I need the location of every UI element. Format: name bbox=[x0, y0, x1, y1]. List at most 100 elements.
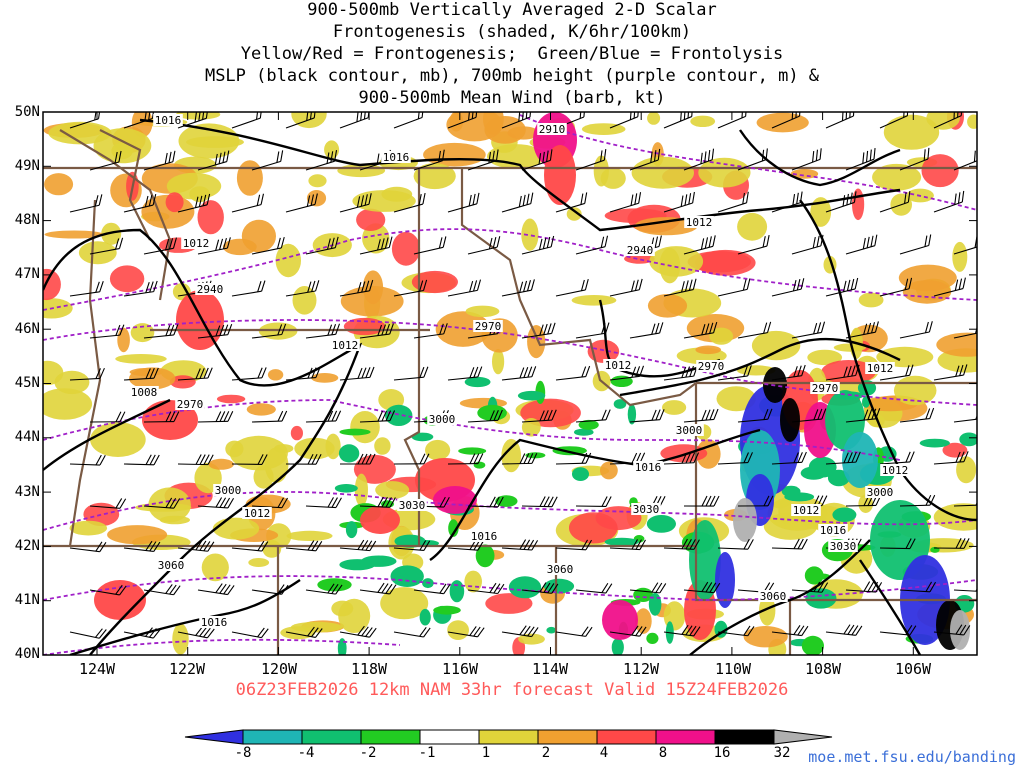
barb-feather bbox=[846, 193, 849, 206]
barb-shaft bbox=[447, 116, 477, 129]
barb-feather bbox=[169, 584, 177, 595]
barb-feather bbox=[145, 281, 150, 293]
lon-label: 112W bbox=[622, 660, 660, 678]
barb-feather bbox=[277, 410, 284, 422]
barb-feather bbox=[365, 367, 371, 378]
barb-feather bbox=[115, 411, 122, 423]
barb-feather bbox=[962, 277, 966, 289]
barb-shaft bbox=[305, 333, 336, 339]
contour-label: 1012 bbox=[867, 362, 894, 375]
wind-barb bbox=[555, 539, 593, 551]
barb-feather bbox=[523, 625, 531, 636]
barb-feather bbox=[145, 454, 152, 465]
barb-feather bbox=[963, 451, 969, 462]
barb-feather bbox=[869, 149, 872, 161]
wind-barb bbox=[771, 451, 807, 465]
barb-shaft bbox=[467, 160, 497, 171]
barb-shaft bbox=[393, 117, 423, 129]
barb-shaft bbox=[953, 504, 977, 507]
wind-barb bbox=[791, 148, 822, 171]
wind-barb bbox=[575, 322, 610, 339]
barb-feather bbox=[852, 112, 855, 117]
barb-shaft bbox=[501, 203, 531, 213]
barb-shaft bbox=[501, 116, 531, 129]
barb-shaft bbox=[251, 505, 282, 509]
barb-feather bbox=[199, 454, 206, 465]
barb-shaft bbox=[393, 547, 424, 551]
barb-shaft bbox=[555, 202, 585, 213]
lon-label: 108W bbox=[804, 660, 842, 678]
shade-patch bbox=[587, 339, 620, 363]
shade-patch bbox=[449, 580, 465, 603]
wind-barb bbox=[879, 451, 915, 465]
barb-feather bbox=[873, 148, 876, 160]
barb-feather bbox=[639, 626, 647, 637]
barb-shaft bbox=[791, 158, 821, 171]
wind-barb bbox=[305, 583, 343, 595]
shade-patch bbox=[936, 332, 977, 357]
barb-feather bbox=[361, 453, 368, 465]
barb-shaft bbox=[467, 246, 498, 255]
wind-barb bbox=[501, 366, 537, 381]
wind-barb bbox=[501, 625, 539, 638]
barb-feather bbox=[713, 321, 718, 333]
barb-shaft bbox=[663, 547, 694, 550]
barb-feather bbox=[867, 408, 873, 420]
wind-barb bbox=[123, 367, 159, 381]
contour-label: 3000 bbox=[676, 424, 703, 437]
barb-feather bbox=[862, 152, 865, 164]
barb-feather bbox=[580, 279, 585, 291]
barb-feather bbox=[418, 194, 422, 206]
barb-feather bbox=[369, 627, 377, 638]
wind-barb bbox=[501, 192, 534, 213]
contour-label-box bbox=[153, 114, 183, 126]
wind-barb bbox=[717, 625, 755, 637]
barb-feather bbox=[954, 193, 957, 205]
shade-patch bbox=[956, 456, 977, 484]
contour-label: 1016 bbox=[383, 151, 410, 164]
barb-feather bbox=[653, 150, 657, 162]
wind-barb bbox=[791, 581, 829, 593]
barb-feather bbox=[195, 368, 201, 380]
barb-feather bbox=[659, 583, 667, 594]
wind-barb bbox=[231, 193, 265, 213]
barb-feather bbox=[681, 452, 688, 464]
barb-feather bbox=[473, 626, 481, 637]
shade-core bbox=[94, 580, 146, 620]
shade-patch bbox=[222, 238, 257, 256]
title-line-1: 900-500mb Vertically Averaged 2-D Scalar bbox=[307, 0, 717, 20]
barb-feather bbox=[531, 453, 538, 464]
barb-feather bbox=[761, 149, 765, 162]
barb-feather bbox=[855, 625, 863, 636]
barb-feather bbox=[523, 366, 529, 378]
wind-barb bbox=[521, 149, 553, 171]
barb-shaft bbox=[771, 631, 802, 637]
barb-shaft bbox=[69, 463, 101, 466]
barb-feather bbox=[421, 112, 424, 118]
barb-shaft bbox=[177, 631, 208, 639]
barb-shaft bbox=[447, 631, 478, 638]
barb-feather bbox=[219, 238, 224, 250]
barb-feather bbox=[680, 195, 684, 207]
barb-feather bbox=[380, 238, 385, 250]
wind-barb bbox=[575, 409, 611, 423]
wind-barb bbox=[251, 150, 284, 171]
shade-patch bbox=[546, 626, 557, 634]
shade-patch bbox=[107, 525, 168, 545]
wind-barb bbox=[771, 364, 806, 381]
barb-feather bbox=[797, 452, 803, 463]
shade-patch bbox=[926, 112, 960, 130]
shade-patch bbox=[69, 520, 108, 536]
wind-barb bbox=[359, 582, 397, 595]
contour-label: 2970 bbox=[812, 382, 839, 395]
site-url-link[interactable]: moe.met.fsu.edu/banding bbox=[808, 748, 1016, 766]
shade-patch bbox=[248, 558, 270, 567]
shade-patch bbox=[662, 400, 687, 415]
wind-barb bbox=[899, 234, 932, 255]
barb-shaft bbox=[251, 333, 282, 339]
barb-feather bbox=[281, 584, 289, 595]
barb-shaft bbox=[899, 158, 929, 171]
wind-barb bbox=[359, 323, 394, 339]
barb-shaft bbox=[467, 505, 499, 508]
